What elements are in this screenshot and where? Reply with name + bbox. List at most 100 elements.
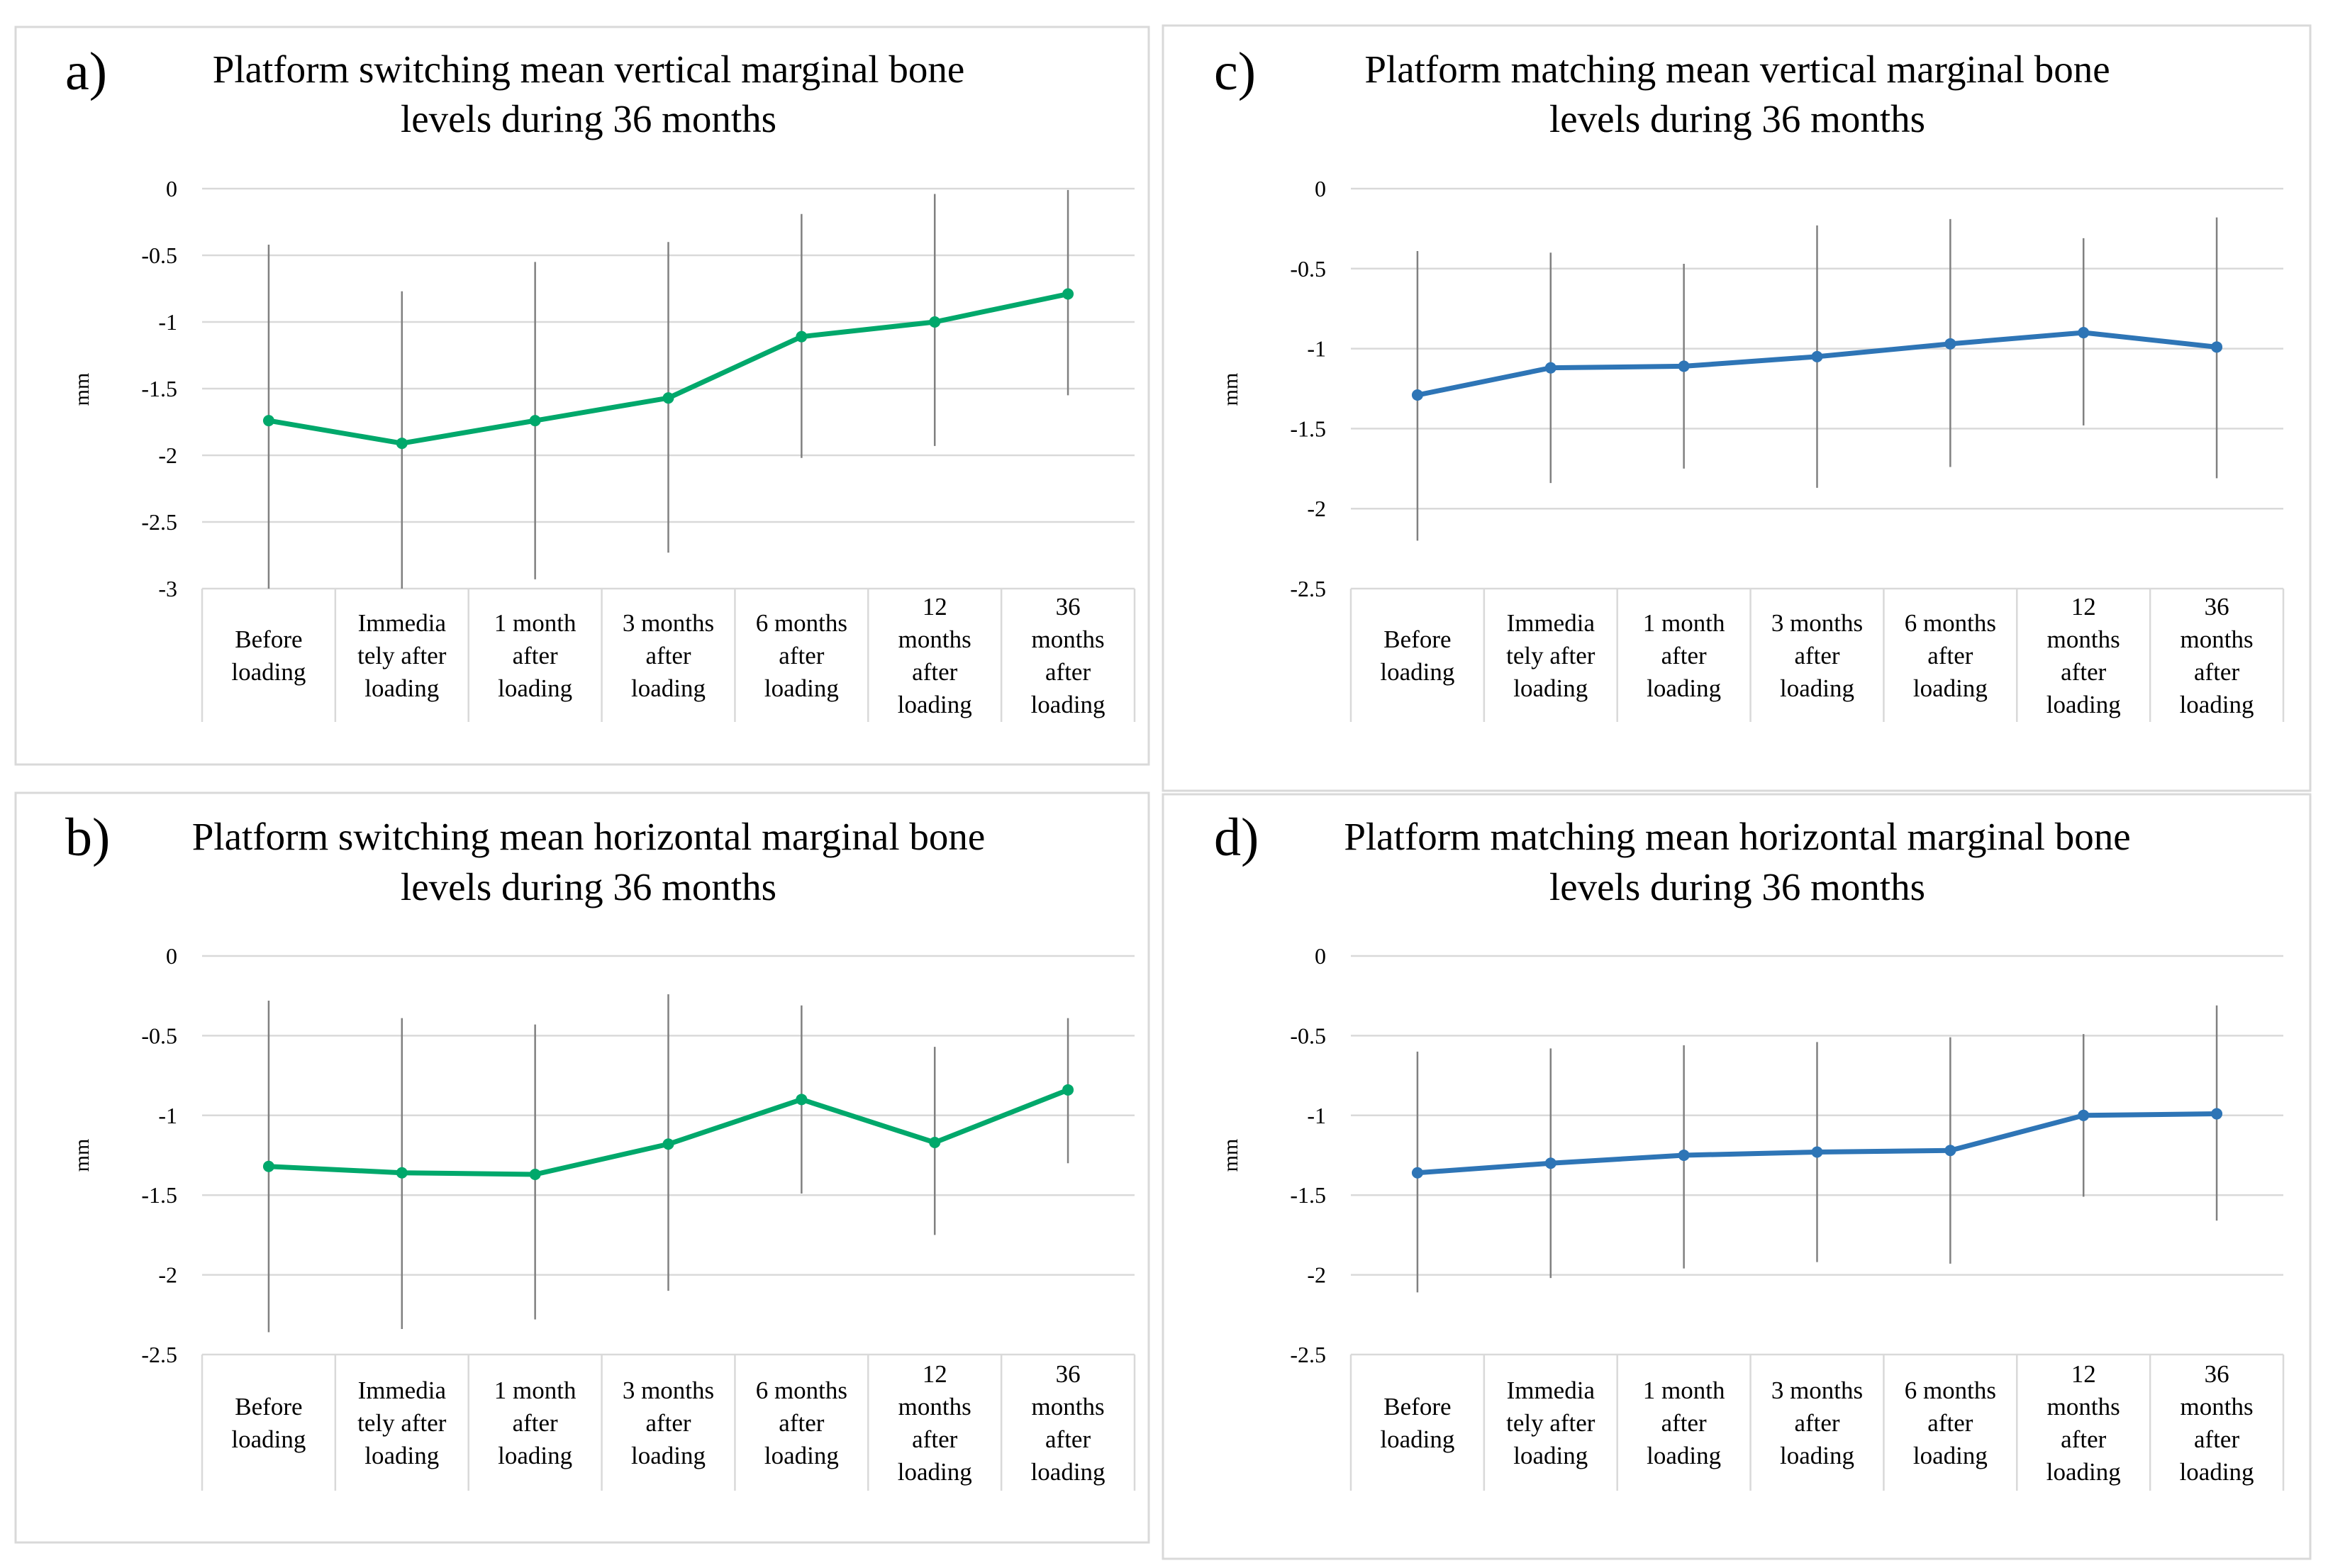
x-tick-label: after	[1661, 642, 1707, 669]
x-tick-label: after	[1794, 1409, 1839, 1437]
y-tick-label: -1	[1307, 1103, 1326, 1128]
chart-panel-b: 0 -0.5 -1 -1.5 -2 -2.5 Before loading Immedia tel…	[14, 791, 1150, 1544]
x-tick-label: 3 months	[623, 609, 714, 637]
y-tick-label: -2.5	[141, 1342, 177, 1367]
data-point	[1062, 1084, 1074, 1096]
data-point	[1678, 1150, 1690, 1161]
x-tick-label: loading	[1647, 1442, 1721, 1469]
x-tick-label: after	[1794, 642, 1839, 669]
x-tick-label: Before	[235, 1393, 302, 1420]
x-tick-label: tely after	[1506, 1409, 1595, 1437]
data-point	[1544, 362, 1556, 374]
x-tick-label: 6 months	[756, 609, 847, 637]
y-tick-label: -1.5	[141, 1182, 177, 1208]
x-tick-label: 1 month	[1643, 1377, 1725, 1404]
x-tick-label: 6 months	[756, 1377, 847, 1404]
x-tick-label: loading	[498, 674, 572, 702]
x-tick-label: tely after	[357, 642, 447, 669]
y-tick-label: -2.5	[141, 509, 177, 535]
x-tick-label: loading	[631, 1442, 706, 1469]
data-point	[662, 1138, 674, 1150]
x-tick-label: months	[898, 625, 971, 653]
x-tick-label: after	[779, 1409, 824, 1437]
x-tick-label: 3 months	[1771, 609, 1863, 637]
data-point	[1811, 350, 1823, 362]
x-tick-label: after	[645, 1409, 691, 1437]
x-tick-label: 6 months	[1905, 609, 1996, 637]
x-tick-label: after	[1045, 1425, 1091, 1453]
x-tick-label: 3 months	[623, 1377, 714, 1404]
chart-panel-d: 0 -0.5 -1 -1.5 -2 -2.5 Before loading Immedia tel…	[1162, 793, 2312, 1560]
x-tick-label: loading	[2180, 1458, 2254, 1486]
y-tick-label: -1	[158, 309, 177, 335]
y-tick-label: 0	[166, 176, 177, 201]
x-tick-label: 1 month	[494, 609, 577, 637]
x-tick-label: loading	[1031, 1458, 1105, 1486]
panel-border	[1162, 793, 2312, 1560]
data-point	[1678, 360, 1690, 372]
data-point	[396, 438, 408, 450]
chart-title: Platform switching mean horizontal margi…	[192, 815, 986, 858]
y-tick-label: 0	[1315, 176, 1326, 201]
x-tick-label: loading	[2046, 691, 2121, 718]
y-tick-label: -2	[1307, 496, 1326, 521]
x-tick-label: loading	[1647, 674, 1721, 702]
y-tick-label: -0.5	[141, 243, 177, 268]
y-axis-label: mm	[1219, 1139, 1242, 1172]
x-tick-label: 1 month	[494, 1377, 577, 1404]
data-point	[1062, 288, 1074, 300]
y-tick-label: -0.5	[1290, 1023, 1326, 1048]
panel-label: c)	[1214, 42, 1256, 101]
x-tick-label: after	[1927, 1409, 1973, 1437]
chart-title: levels during 36 months	[1549, 97, 1925, 140]
panel-border	[1162, 24, 2312, 792]
x-tick-label: loading	[1031, 691, 1105, 718]
x-tick-label: Before	[235, 625, 302, 653]
y-tick-label: -1.5	[1290, 416, 1326, 441]
data-point	[796, 1094, 808, 1106]
data-point	[2078, 1109, 2090, 1121]
y-tick-label: -1.5	[1290, 1182, 1326, 1208]
panel-label: b)	[65, 808, 110, 867]
x-tick-label: loading	[231, 1425, 306, 1453]
panel-label: d)	[1214, 808, 1259, 867]
y-tick-label: -2	[158, 1262, 177, 1288]
x-tick-label: after	[779, 642, 824, 669]
data-point	[1411, 1167, 1423, 1179]
x-tick-label: 12	[2071, 593, 2096, 621]
panel-border	[14, 26, 1150, 766]
x-tick-label: 36	[1056, 593, 1081, 621]
data-point	[2211, 341, 2223, 353]
x-tick-label: after	[2194, 658, 2239, 686]
x-tick-label: Immedia	[1507, 1377, 1595, 1404]
x-tick-label: after	[1661, 1409, 1707, 1437]
x-tick-label: Immedia	[358, 1377, 447, 1404]
y-tick-label: -1	[1307, 336, 1326, 362]
y-tick-label: -2	[1307, 1262, 1326, 1288]
x-tick-label: 36	[2205, 593, 2229, 621]
data-point	[1544, 1157, 1556, 1169]
x-tick-label: loading	[764, 674, 839, 702]
x-tick-label: 12	[923, 1360, 947, 1388]
y-tick-label: -0.5	[1290, 256, 1326, 282]
x-tick-label: after	[1045, 658, 1091, 686]
x-tick-label: loading	[1913, 674, 1988, 702]
x-tick-label: 36	[1056, 1360, 1081, 1388]
chart-panel-c: 0 -0.5 -1 -1.5 -2 -2.5 Before loading Immedia tel…	[1162, 24, 2312, 792]
data-point	[929, 1137, 941, 1149]
x-tick-label: after	[2194, 1425, 2239, 1453]
x-tick-label: months	[2047, 625, 2120, 653]
x-tick-label: months	[2181, 625, 2254, 653]
x-tick-label: 6 months	[1905, 1377, 1996, 1404]
x-tick-label: after	[912, 1425, 957, 1453]
chart-title: levels during 36 months	[401, 865, 776, 908]
chart-title: Platform matching mean horizontal margin…	[1344, 815, 2130, 858]
x-tick-label: loading	[2180, 691, 2254, 718]
x-tick-label: loading	[1513, 1442, 1588, 1469]
y-tick-label: -2	[158, 443, 177, 468]
x-tick-label: loading	[364, 674, 439, 702]
x-tick-label: 36	[2205, 1360, 2229, 1388]
x-tick-label: after	[513, 642, 558, 669]
x-tick-label: loading	[498, 1442, 572, 1469]
y-axis-label: mm	[1219, 373, 1242, 406]
